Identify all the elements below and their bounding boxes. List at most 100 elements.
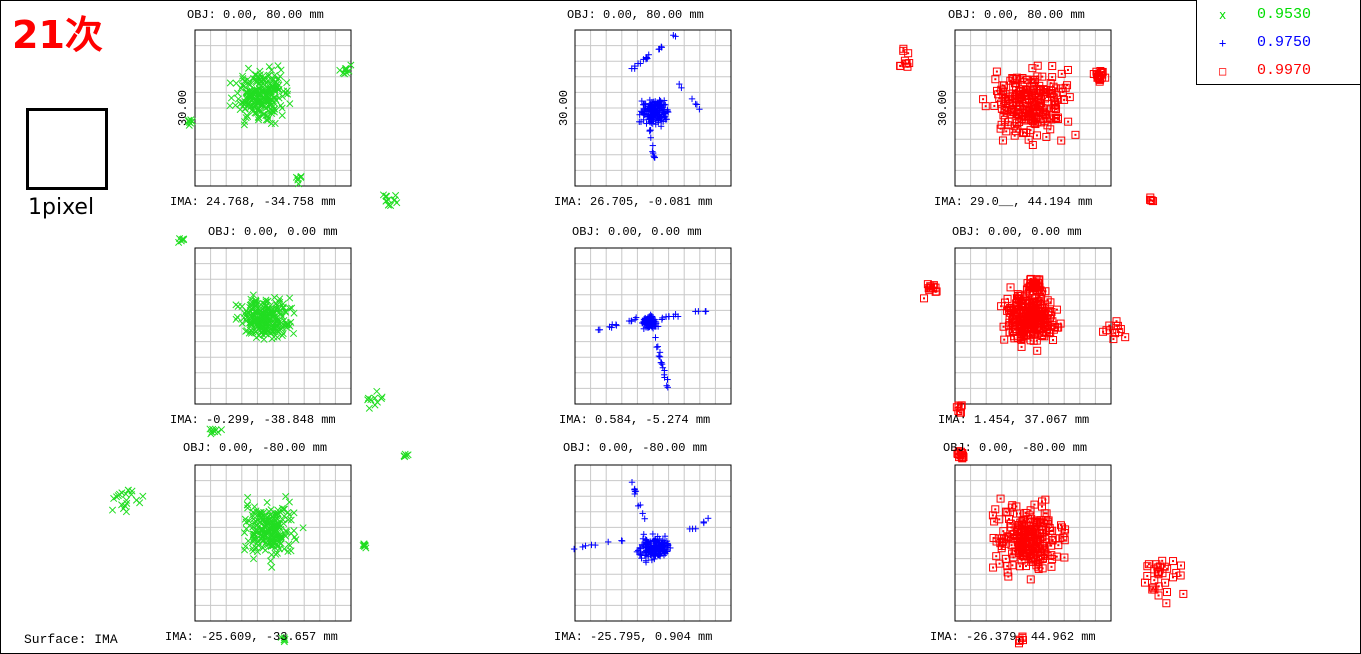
- obj-label: OBJ: 0.00, 0.00 mm: [952, 225, 1082, 239]
- spot-ray: [274, 327, 282, 335]
- spot-ray: [245, 80, 253, 88]
- spot-ray: [115, 490, 124, 498]
- spot-ray: [226, 79, 234, 87]
- spot-ray: [265, 63, 273, 71]
- spot-ray: [954, 407, 963, 416]
- spot-ray: [638, 97, 646, 105]
- spot-ray: [1027, 330, 1036, 339]
- spot-ray: [275, 305, 283, 313]
- spot-ray: [654, 323, 662, 330]
- spot-ray: [268, 100, 276, 108]
- spot-ray: [1059, 533, 1068, 542]
- spot-ray: [286, 541, 294, 550]
- spot-ray: [991, 75, 1000, 84]
- spot-ray: [992, 552, 1001, 561]
- spot-ray: [650, 152, 657, 160]
- spot-ray: [1017, 520, 1026, 529]
- spot-ray: [285, 498, 293, 506]
- spot-ray: [1015, 118, 1024, 127]
- spot-ray: [654, 343, 662, 350]
- spot-ray: [361, 542, 369, 550]
- spot-ray: [1030, 280, 1039, 289]
- spot-ray: [1169, 557, 1178, 566]
- spot-ray: [261, 315, 269, 323]
- spot-ray: [1047, 562, 1056, 571]
- spot-ray: [252, 507, 260, 515]
- spot-ray: [1017, 545, 1026, 554]
- pixel-scale-box: [26, 108, 108, 190]
- spot-ray: [233, 313, 241, 321]
- spot-ray: [1016, 321, 1025, 330]
- spot-ray: [662, 112, 669, 120]
- spot-ray: [1161, 578, 1170, 587]
- spot-ray: [110, 494, 118, 503]
- spot-ray: [689, 525, 696, 533]
- spot-ray: [1048, 73, 1057, 82]
- spot-ray: [250, 503, 259, 511]
- spot-ray: [1060, 95, 1069, 104]
- spot-ray: [999, 322, 1008, 331]
- spot-ray: [266, 519, 274, 527]
- spot-ray: [1002, 127, 1011, 136]
- spot-ray: [264, 84, 272, 92]
- spot-ray: [1000, 335, 1009, 344]
- legend-marker: +: [1219, 36, 1227, 50]
- ima-label: IMA: 0.584, -5.274 mm: [559, 413, 711, 427]
- plot-box: [194, 247, 352, 405]
- spot-ray: [269, 311, 277, 319]
- spot-ray: [249, 555, 258, 563]
- spot-ray: [1176, 571, 1185, 580]
- plot-box: [574, 464, 732, 622]
- spot-ray: [236, 105, 244, 114]
- spot-ray: [382, 193, 391, 201]
- spot-ray: [649, 148, 656, 155]
- spot-ray: [1150, 576, 1159, 585]
- spot-ray: [1015, 562, 1024, 571]
- ima-label: IMA: -26.379, 44.962 mm: [930, 630, 1096, 644]
- spot-ray: [996, 124, 1005, 133]
- spot-ray: [251, 307, 259, 315]
- spot-ray: [250, 315, 258, 323]
- spot-ray: [255, 114, 263, 122]
- legend: x 0.9530 + 0.9750 □ 0.9970: [1196, 0, 1360, 85]
- spot-ray: [920, 294, 929, 303]
- ima-label: IMA: 26.705, -0.081 mm: [554, 195, 713, 209]
- spot-ray: [1061, 83, 1070, 92]
- spot-ray: [1038, 542, 1047, 551]
- spot-ray: [284, 547, 292, 556]
- spot-ray: [280, 636, 288, 644]
- spot-ray: [1041, 550, 1050, 559]
- spot-ray: [258, 526, 266, 534]
- spot-ray: [237, 84, 245, 92]
- spot-ray: [251, 86, 259, 94]
- spot-ray: [234, 89, 242, 97]
- spot-ray: [271, 85, 279, 94]
- ima-label: IMA: 1.454, 37.067 mm: [938, 413, 1090, 427]
- obj-label: OBJ: 0.00, -80.00 mm: [563, 441, 708, 455]
- plot-box: [954, 29, 1112, 187]
- spot-ray: [206, 425, 214, 433]
- spot-ray: [123, 499, 131, 507]
- surface-label: Surface: IMA: [24, 632, 118, 647]
- spot-ray: [1016, 296, 1025, 305]
- spot-ray: [272, 81, 280, 89]
- spot-ray: [647, 111, 655, 119]
- spot-ray: [128, 487, 136, 495]
- spot-ray: [649, 120, 656, 127]
- spot-ray: [627, 318, 635, 325]
- spot-ray: [238, 319, 246, 327]
- spot-ray: [636, 111, 643, 118]
- spot-ray: [280, 87, 288, 95]
- spot-ray: [255, 107, 263, 115]
- spot-ray: [1179, 589, 1188, 598]
- spot-ray: [1026, 526, 1035, 535]
- spot-ray: [267, 557, 275, 565]
- spot-ray: [286, 100, 294, 108]
- spot-ray: [1029, 545, 1038, 554]
- spot-ray: [1030, 320, 1039, 329]
- spot-ray: [226, 102, 234, 110]
- spot-ray: [1140, 578, 1149, 587]
- spot-ray: [1056, 319, 1065, 328]
- spot-ray: [1016, 93, 1025, 102]
- spot-ray: [665, 313, 673, 320]
